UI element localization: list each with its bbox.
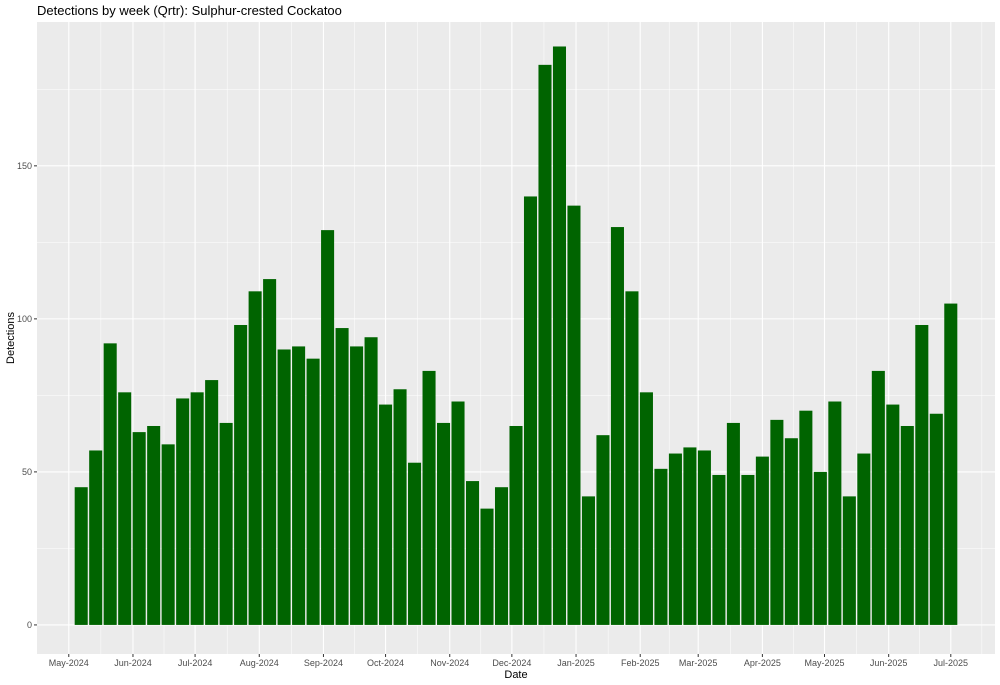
- bar: [393, 389, 407, 625]
- x-tick-label: Nov-2024: [430, 658, 469, 668]
- x-tick-label: Sep-2024: [304, 658, 343, 668]
- chart-title: Detections by week (Qrtr): Sulphur-crest…: [37, 3, 342, 18]
- bar: [915, 324, 929, 625]
- bar: [697, 450, 711, 625]
- bar: [147, 425, 161, 625]
- bar: [538, 64, 552, 625]
- bar: [929, 413, 943, 625]
- bar: [886, 404, 900, 625]
- bar: [726, 422, 740, 625]
- bar: [552, 46, 567, 625]
- x-tick-label: May-2024: [49, 658, 89, 668]
- x-tick-label: Oct-2024: [367, 658, 404, 668]
- bar: [842, 496, 856, 625]
- y-tick-label: 0: [27, 620, 32, 630]
- bar: [799, 410, 813, 625]
- x-tick-label: Feb-2025: [621, 658, 660, 668]
- y-axis: 0 50 100 150: [17, 161, 37, 630]
- bar: [335, 328, 349, 625]
- bar: [668, 453, 682, 625]
- bar: [219, 422, 233, 625]
- bar: [161, 444, 175, 625]
- bar: [248, 291, 262, 625]
- bar: [89, 450, 103, 625]
- bar: [596, 435, 610, 625]
- bar: [654, 468, 668, 625]
- bar: [625, 291, 639, 625]
- bar: [379, 404, 393, 625]
- x-tick-label: Aug-2024: [240, 658, 279, 668]
- bar: [480, 508, 494, 625]
- bar: [523, 196, 538, 625]
- bar: [74, 487, 88, 625]
- bar: [509, 425, 523, 625]
- bar: [712, 474, 726, 625]
- x-tick-label: Jul-2024: [178, 658, 213, 668]
- bar: [103, 343, 117, 625]
- bar: [871, 370, 885, 625]
- y-tick-label: 150: [17, 161, 32, 171]
- bar: [770, 419, 784, 625]
- bar: [900, 425, 914, 625]
- x-tick-label: Dec-2024: [492, 658, 531, 668]
- x-tick-label: Apr-2025: [744, 658, 781, 668]
- y-tick-label: 50: [22, 467, 32, 477]
- bar: [263, 279, 277, 625]
- bar: [465, 481, 480, 625]
- x-tick-label: Mar-2025: [679, 658, 718, 668]
- bar: [422, 370, 436, 625]
- bar: [132, 432, 146, 625]
- y-tick-label: 100: [17, 314, 32, 324]
- bar: [190, 392, 204, 625]
- bar: [494, 487, 509, 625]
- bar: [813, 471, 827, 625]
- bar: [944, 303, 958, 625]
- bar: [567, 205, 581, 625]
- bars: [74, 46, 958, 625]
- bar: [683, 447, 697, 625]
- bar: [639, 392, 653, 625]
- bar: [350, 346, 364, 625]
- bar: [828, 401, 842, 625]
- bar: [741, 474, 755, 625]
- x-axis-title: Date: [504, 669, 527, 681]
- bar: [451, 401, 465, 625]
- x-tick-label: May-2025: [804, 658, 844, 668]
- bar: [581, 496, 595, 625]
- bar: [610, 227, 624, 625]
- bar: [408, 462, 422, 625]
- bar: [277, 349, 291, 625]
- bar: [118, 392, 132, 625]
- bar: [755, 456, 769, 625]
- bar: [857, 453, 871, 625]
- bar: [292, 346, 306, 625]
- bar: [437, 422, 451, 625]
- bar: [321, 230, 335, 625]
- x-axis: May-2024 Jun-2024 Jul-2024 Aug-2024 Sep-2024…: [49, 654, 968, 668]
- x-tick-label: Jun-2025: [870, 658, 908, 668]
- y-axis-title: Detections: [5, 312, 17, 364]
- bar: [784, 438, 798, 625]
- bar: [205, 380, 219, 625]
- bar: [176, 398, 190, 625]
- x-tick-label: Jul-2025: [934, 658, 969, 668]
- x-tick-label: Jan-2025: [557, 658, 595, 668]
- bar: [364, 337, 378, 625]
- bar: [234, 324, 248, 625]
- bar: [306, 358, 320, 625]
- x-tick-label: Jun-2024: [114, 658, 152, 668]
